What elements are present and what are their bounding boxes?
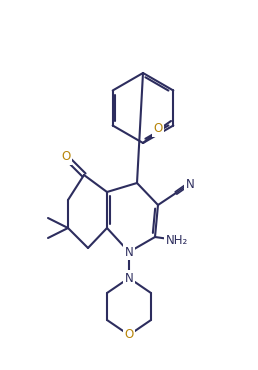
Text: N: N bbox=[125, 246, 133, 259]
Text: N: N bbox=[125, 272, 133, 285]
Text: O: O bbox=[61, 151, 71, 164]
Text: NH₂: NH₂ bbox=[166, 233, 188, 246]
Text: N: N bbox=[186, 178, 194, 191]
Text: O: O bbox=[153, 122, 163, 135]
Text: O: O bbox=[124, 329, 134, 342]
